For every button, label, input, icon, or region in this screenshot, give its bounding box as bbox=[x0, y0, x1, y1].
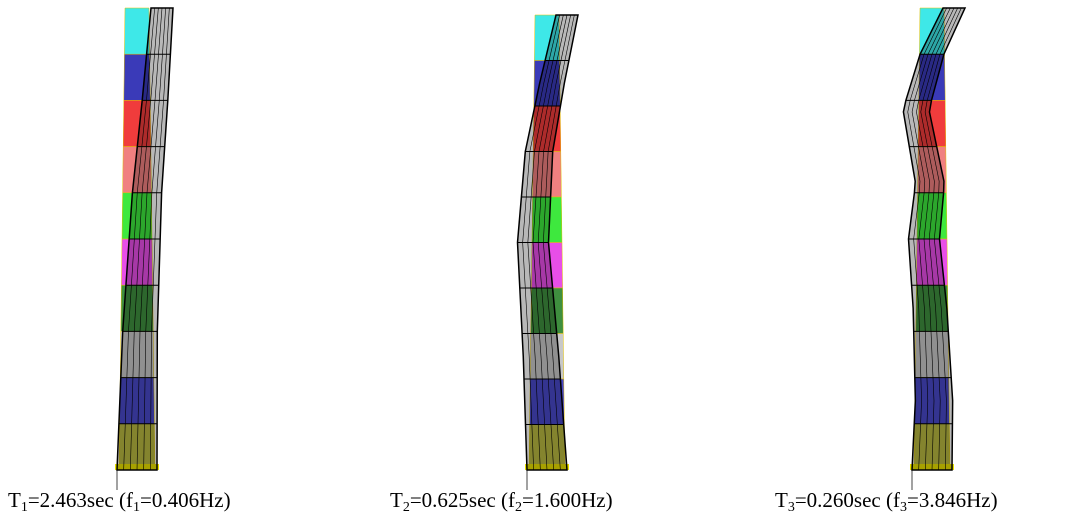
symbol: T bbox=[390, 488, 403, 512]
subscript: 2 bbox=[403, 500, 410, 515]
frequency: =1.600Hz) bbox=[522, 488, 613, 512]
tower-drawings bbox=[0, 0, 1065, 526]
subscript: 1 bbox=[21, 500, 28, 515]
period: =2.463sec bbox=[28, 488, 114, 512]
caption: T3=0.260sec (f3=3.846Hz) bbox=[775, 488, 998, 516]
symbol: T bbox=[775, 488, 788, 512]
frequency: =0.406Hz) bbox=[140, 488, 231, 512]
storey bbox=[124, 8, 149, 54]
subscript: 3 bbox=[900, 500, 907, 515]
period: =0.625sec bbox=[410, 488, 496, 512]
symbol: T bbox=[8, 488, 21, 512]
period: =0.260sec bbox=[795, 488, 881, 512]
caption: T1=2.463sec (f1=0.406Hz) bbox=[8, 488, 231, 516]
subscript: 1 bbox=[133, 500, 140, 515]
caption: T2=0.625sec (f2=1.600Hz) bbox=[390, 488, 613, 516]
subscript: 2 bbox=[515, 500, 522, 515]
symbol: (f bbox=[119, 488, 133, 512]
symbol: (f bbox=[501, 488, 515, 512]
symbol: (f bbox=[886, 488, 900, 512]
figure: T1=2.463sec (f1=0.406Hz) T2=0.625sec (f2… bbox=[0, 0, 1065, 526]
frequency: =3.846Hz) bbox=[907, 488, 998, 512]
subscript: 3 bbox=[788, 500, 795, 515]
